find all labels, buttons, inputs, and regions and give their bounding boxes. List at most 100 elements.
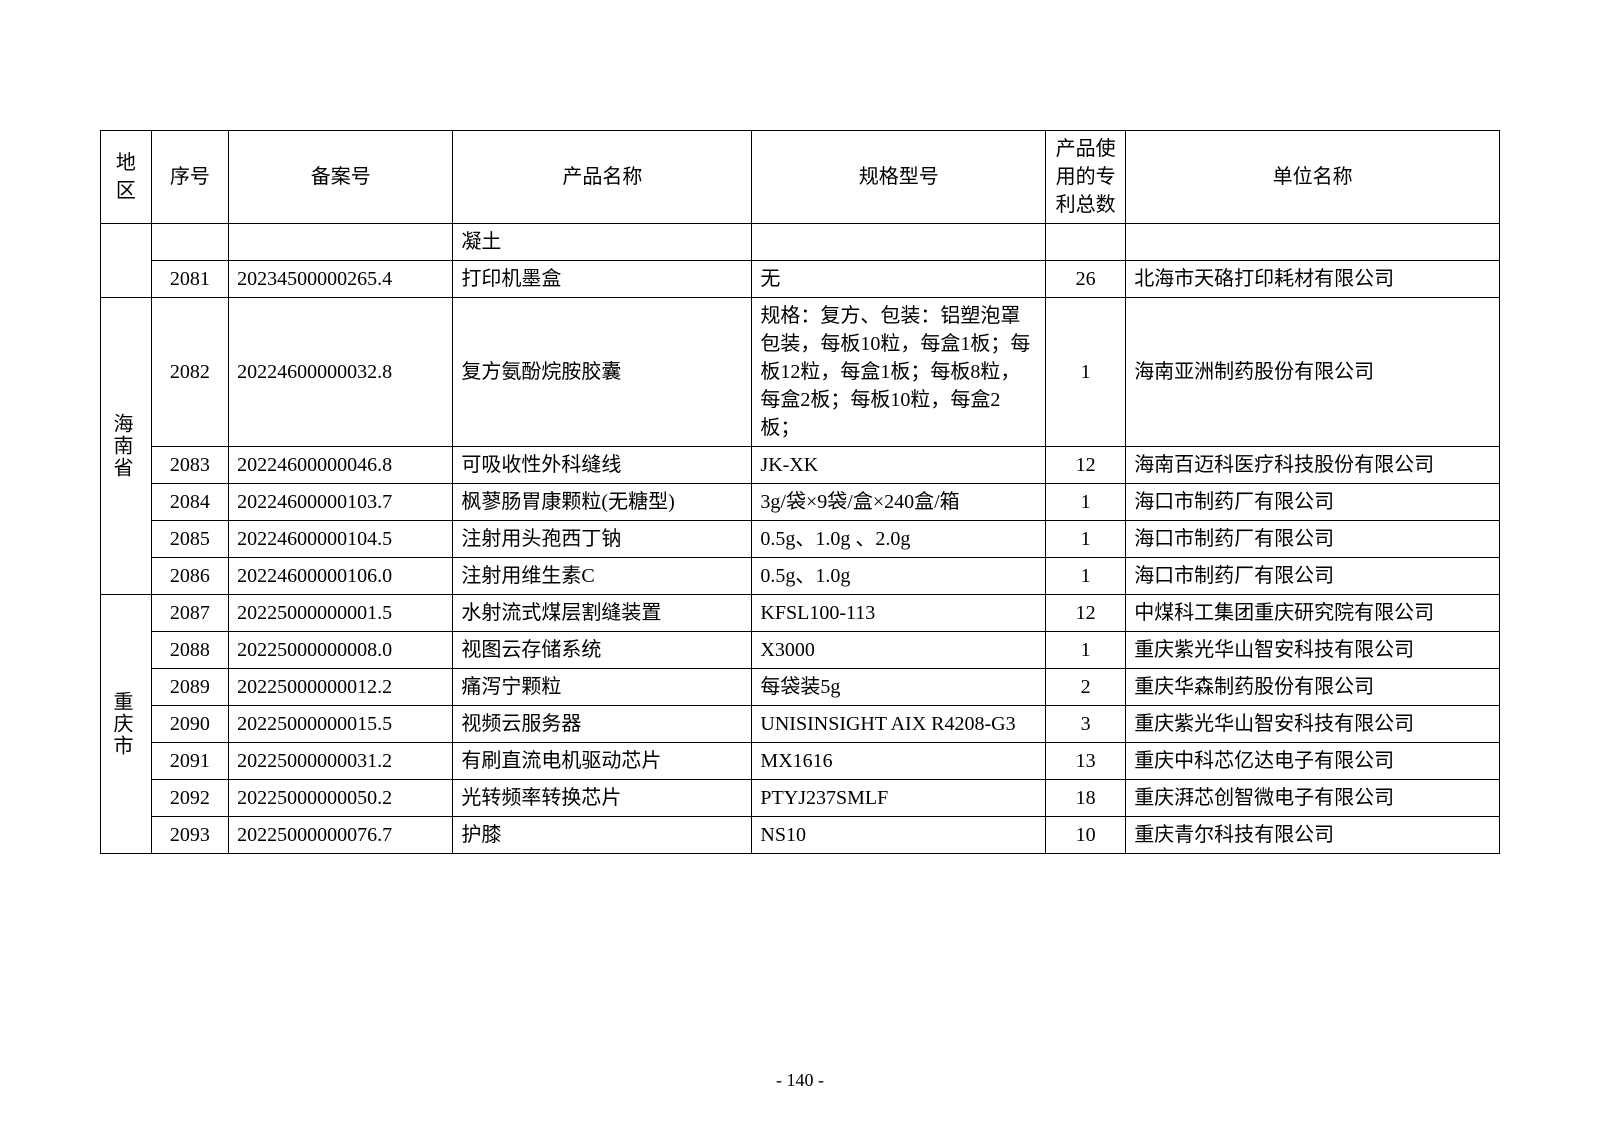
cell-product: 护膝 — [453, 817, 752, 854]
table-row: 2083 20224600000046.8 可吸收性外科缝线 JK-XK 12 … — [101, 447, 1500, 484]
cell-patents: 2 — [1046, 669, 1126, 706]
cell-spec: X3000 — [752, 632, 1046, 669]
cell-filing: 20225000000076.7 — [229, 817, 453, 854]
region-label: 重庆市 — [107, 691, 135, 757]
cell-seq: 2091 — [151, 743, 228, 780]
cell-spec: 规格：复方、包装：铝塑泡罩包装，每板10粒，每盒1板；每板12粒，每盒1板；每板… — [752, 298, 1046, 447]
cell-filing: 20234500000265.4 — [229, 261, 453, 298]
cell-spec: 0.5g、1.0g — [752, 558, 1046, 595]
cell-patents: 26 — [1046, 261, 1126, 298]
cell-seq: 2083 — [151, 447, 228, 484]
cell-patents: 1 — [1046, 298, 1126, 447]
cell-filing: 20225000000008.0 — [229, 632, 453, 669]
cell-unit: 重庆青尔科技有限公司 — [1126, 817, 1500, 854]
cell-spec: UNISINSIGHT AIX R4208-G3 — [752, 706, 1046, 743]
cell — [229, 224, 453, 261]
cell-patents: 1 — [1046, 632, 1126, 669]
cell-spec: MX1616 — [752, 743, 1046, 780]
data-table: 地区 序号 备案号 产品名称 规格型号 产品使用的专利总数 单位名称 凝土 20… — [100, 130, 1500, 854]
cell-product: 枫蓼肠胃康颗粒(无糖型) — [453, 484, 752, 521]
cell-filing: 20225000000001.5 — [229, 595, 453, 632]
cell-product: 视图云存储系统 — [453, 632, 752, 669]
cell-seq: 2084 — [151, 484, 228, 521]
header-unit: 单位名称 — [1126, 131, 1500, 224]
cell-unit: 重庆中科芯亿达电子有限公司 — [1126, 743, 1500, 780]
cell-seq: 2087 — [151, 595, 228, 632]
cell — [1046, 224, 1126, 261]
cell-product: 注射用维生素C — [453, 558, 752, 595]
cell-patents: 1 — [1046, 521, 1126, 558]
table-row: 重庆市 2087 20225000000001.5 水射流式煤层割缝装置 KFS… — [101, 595, 1500, 632]
cell-spec: JK-XK — [752, 447, 1046, 484]
cell-product: 光转频率转换芯片 — [453, 780, 752, 817]
cell-product: 水射流式煤层割缝装置 — [453, 595, 752, 632]
cell-product: 可吸收性外科缝线 — [453, 447, 752, 484]
cell-patents: 12 — [1046, 447, 1126, 484]
cell-patents: 12 — [1046, 595, 1126, 632]
cell-patents: 13 — [1046, 743, 1126, 780]
cell-product: 打印机墨盒 — [453, 261, 752, 298]
cell-unit: 海南百迈科医疗科技股份有限公司 — [1126, 447, 1500, 484]
cell-spec: 0.5g、1.0g 、2.0g — [752, 521, 1046, 558]
cell-patents: 1 — [1046, 558, 1126, 595]
table-row: 2093 20225000000076.7 护膝 NS10 10 重庆青尔科技有… — [101, 817, 1500, 854]
cell-seq: 2086 — [151, 558, 228, 595]
document-page: 地区 序号 备案号 产品名称 规格型号 产品使用的专利总数 单位名称 凝土 20… — [0, 0, 1600, 854]
cell-spec: NS10 — [752, 817, 1046, 854]
table-row: 2091 20225000000031.2 有刷直流电机驱动芯片 MX1616 … — [101, 743, 1500, 780]
cell-patents: 18 — [1046, 780, 1126, 817]
cell-spec: 每袋装5g — [752, 669, 1046, 706]
cell — [151, 224, 228, 261]
region-cell-hainan: 海南省 — [101, 298, 152, 595]
cell-filing: 20225000000031.2 — [229, 743, 453, 780]
cell-filing: 20225000000050.2 — [229, 780, 453, 817]
table-row: 凝土 — [101, 224, 1500, 261]
cell-product: 视频云服务器 — [453, 706, 752, 743]
cell-seq: 2088 — [151, 632, 228, 669]
cell-patents: 1 — [1046, 484, 1126, 521]
table-row: 2086 20224600000106.0 注射用维生素C 0.5g、1.0g … — [101, 558, 1500, 595]
cell-filing: 20224600000104.5 — [229, 521, 453, 558]
cell-seq: 2092 — [151, 780, 228, 817]
region-cell-chongqing: 重庆市 — [101, 595, 152, 854]
cell-spec: KFSL100-113 — [752, 595, 1046, 632]
cell-patents: 3 — [1046, 706, 1126, 743]
cell-unit: 中煤科工集团重庆研究院有限公司 — [1126, 595, 1500, 632]
table-row: 2092 20225000000050.2 光转频率转换芯片 PTYJ237SM… — [101, 780, 1500, 817]
cell-seq: 2093 — [151, 817, 228, 854]
header-patents: 产品使用的专利总数 — [1046, 131, 1126, 224]
cell-seq: 2089 — [151, 669, 228, 706]
table-row: 2089 20225000000012.2 痛泻宁颗粒 每袋装5g 2 重庆华森… — [101, 669, 1500, 706]
table-row: 2084 20224600000103.7 枫蓼肠胃康颗粒(无糖型) 3g/袋×… — [101, 484, 1500, 521]
header-spec: 规格型号 — [752, 131, 1046, 224]
cell-seq: 2085 — [151, 521, 228, 558]
cell-filing: 20224600000046.8 — [229, 447, 453, 484]
cell-spec: 3g/袋×9袋/盒×240盒/箱 — [752, 484, 1046, 521]
table-row: 2088 20225000000008.0 视图云存储系统 X3000 1 重庆… — [101, 632, 1500, 669]
cell-filing: 20224600000106.0 — [229, 558, 453, 595]
page-number: - 140 - — [0, 1070, 1600, 1091]
cell-product: 注射用头孢西丁钠 — [453, 521, 752, 558]
cell-unit: 重庆紫光华山智安科技有限公司 — [1126, 706, 1500, 743]
cell-spec: PTYJ237SMLF — [752, 780, 1046, 817]
cell-seq: 2090 — [151, 706, 228, 743]
cell-spec: 无 — [752, 261, 1046, 298]
cell-unit: 海口市制药厂有限公司 — [1126, 484, 1500, 521]
cell-product: 凝土 — [453, 224, 752, 261]
header-seq: 序号 — [151, 131, 228, 224]
cell-product: 有刷直流电机驱动芯片 — [453, 743, 752, 780]
header-filing: 备案号 — [229, 131, 453, 224]
cell-filing: 20224600000032.8 — [229, 298, 453, 447]
cell-unit: 海南亚洲制药股份有限公司 — [1126, 298, 1500, 447]
cell-unit: 海口市制药厂有限公司 — [1126, 558, 1500, 595]
cell-filing: 20225000000012.2 — [229, 669, 453, 706]
table-row: 2081 20234500000265.4 打印机墨盒 无 26 北海市天硌打印… — [101, 261, 1500, 298]
cell-product: 痛泻宁颗粒 — [453, 669, 752, 706]
table-row: 海南省 2082 20224600000032.8 复方氨酚烷胺胶囊 规格：复方… — [101, 298, 1500, 447]
cell-unit: 重庆紫光华山智安科技有限公司 — [1126, 632, 1500, 669]
cell — [752, 224, 1046, 261]
table-header-row: 地区 序号 备案号 产品名称 规格型号 产品使用的专利总数 单位名称 — [101, 131, 1500, 224]
cell-unit: 北海市天硌打印耗材有限公司 — [1126, 261, 1500, 298]
cell-seq: 2081 — [151, 261, 228, 298]
cell-unit: 海口市制药厂有限公司 — [1126, 521, 1500, 558]
